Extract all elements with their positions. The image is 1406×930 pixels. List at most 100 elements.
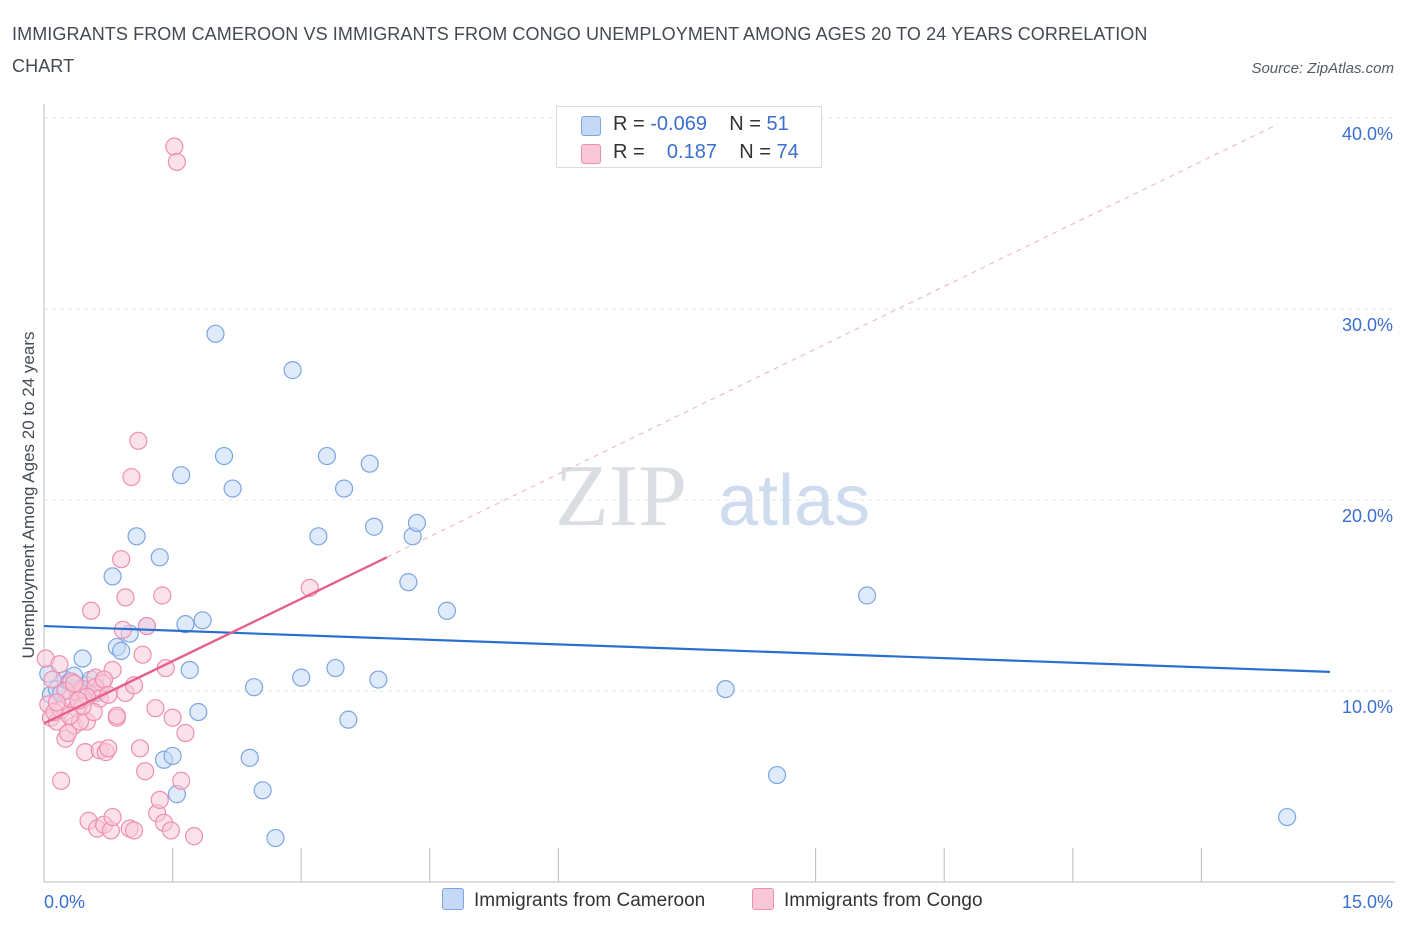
legend-n-label: N = — [739, 141, 771, 163]
congo-point — [99, 739, 118, 758]
congo-point — [163, 708, 182, 727]
cameroon-point — [399, 573, 418, 592]
legend-r-value-congo: 0.187 — [666, 141, 717, 163]
cameroon-point — [326, 658, 345, 678]
legend-n-label: N = — [729, 113, 761, 135]
cameroon-point — [244, 678, 264, 697]
cameroon-point — [317, 446, 337, 466]
cameroon-point — [240, 748, 259, 767]
axes — [43, 104, 1395, 883]
watermark-zip: ZIP — [555, 448, 687, 545]
bottom-legend-congo: Immigrants from Congo — [752, 888, 983, 912]
cameroon-point — [112, 641, 131, 660]
congo-point — [122, 467, 141, 487]
cameroon-point — [309, 527, 328, 546]
cameroon-point — [193, 611, 212, 630]
cameroon-point — [266, 828, 285, 848]
cameroon-point — [716, 679, 735, 699]
cameroon-point — [163, 746, 182, 766]
congo-point — [129, 431, 148, 450]
cameroon-point — [103, 567, 122, 586]
cameroon-point — [292, 668, 311, 687]
congo-point — [136, 762, 155, 781]
series-congo-points — [36, 137, 319, 846]
congo-point — [50, 655, 69, 674]
cameroon-point — [189, 702, 208, 722]
cameroon-point — [206, 324, 225, 343]
cameroon-point — [407, 513, 427, 533]
cameroon-point — [223, 479, 242, 498]
x-tick-label-min: 0.0% — [44, 892, 85, 912]
congo-point — [146, 699, 165, 718]
cameroon-point — [1278, 807, 1297, 827]
congo-point — [52, 771, 71, 790]
cameroon-point — [339, 710, 358, 729]
cameroon-point — [857, 586, 877, 605]
congo-point — [107, 706, 126, 725]
cameroon-point — [334, 479, 354, 498]
y-axis-label: Unemployment Among Ages 20 to 24 years — [19, 332, 38, 659]
congo-point — [165, 137, 184, 156]
bottom-legend-label-congo: Immigrants from Congo — [784, 890, 983, 911]
congo-point — [161, 821, 180, 840]
legend-swatch-cameroon — [581, 116, 601, 136]
series-cameroon-points — [39, 324, 1297, 848]
trend-line-congo-extension — [386, 125, 1276, 558]
legend-swatch-congo — [581, 144, 601, 164]
legend-r-label: R = — [613, 113, 645, 135]
congo-point — [103, 807, 122, 827]
grid-lines — [44, 117, 1395, 692]
trend-line-cameroon — [43, 624, 1331, 673]
bottom-legend-swatch-congo — [752, 888, 774, 910]
cameroon-point — [180, 660, 199, 680]
cameroon-point — [73, 649, 92, 668]
y-tick-label: 40.0% — [1342, 124, 1393, 144]
cameroon-point — [172, 466, 191, 485]
congo-point — [167, 152, 186, 172]
cameroon-point — [253, 781, 272, 800]
congo-point — [47, 693, 66, 712]
cameroon-point — [127, 527, 146, 546]
cameroon-point — [767, 765, 787, 785]
congo-point — [112, 550, 131, 569]
cameroon-point — [364, 517, 384, 536]
legend-r-label: R = — [613, 141, 645, 163]
stats-legend: R = -0.069 N = 51 R = 0.187 N = 74 — [556, 106, 822, 168]
bottom-legend-label-cameroon: Immigrants from Cameroon — [474, 890, 706, 911]
legend-r-value-cameroon: -0.069 — [650, 113, 707, 135]
congo-point — [176, 723, 195, 743]
congo-point — [82, 601, 101, 620]
bottom-legend-cameroon: Immigrants from Cameroon — [442, 888, 705, 912]
congo-point — [64, 674, 84, 693]
y-tick-label: 10.0% — [1342, 697, 1393, 717]
y-tick-label: 20.0% — [1342, 506, 1393, 526]
congo-point — [124, 821, 144, 840]
bottom-legend-swatch-cameroon — [442, 888, 464, 910]
congo-point — [150, 790, 169, 809]
congo-point — [137, 616, 156, 636]
source-label: Source: ZipAtlas.com — [1251, 60, 1394, 77]
cameroon-point — [150, 548, 169, 567]
cameroon-point — [437, 601, 457, 620]
trend-lines — [43, 125, 1331, 725]
congo-point — [130, 739, 150, 758]
legend-n-value-congo: 74 — [776, 141, 799, 163]
cameroon-point — [214, 446, 234, 466]
congo-point — [153, 586, 172, 605]
cameroon-point — [283, 361, 302, 380]
congo-point — [116, 588, 135, 607]
congo-point — [133, 645, 152, 664]
trend-line-congo — [43, 556, 388, 725]
x-tick-label-max: 15.0% — [1342, 892, 1393, 912]
congo-point — [184, 827, 204, 846]
congo-point — [94, 670, 114, 689]
y-tick-labels: 10.0% 20.0% 30.0% 40.0% — [1342, 124, 1393, 717]
watermark-atlas: atlas — [718, 461, 870, 541]
cameroon-point — [360, 454, 379, 473]
cameroon-point — [176, 615, 195, 634]
cameroon-point — [369, 670, 388, 689]
chart-title: IMMIGRANTS FROM CAMEROON VS IMMIGRANTS F… — [12, 24, 1148, 76]
y-tick-label: 30.0% — [1342, 315, 1393, 335]
congo-point — [172, 771, 191, 790]
